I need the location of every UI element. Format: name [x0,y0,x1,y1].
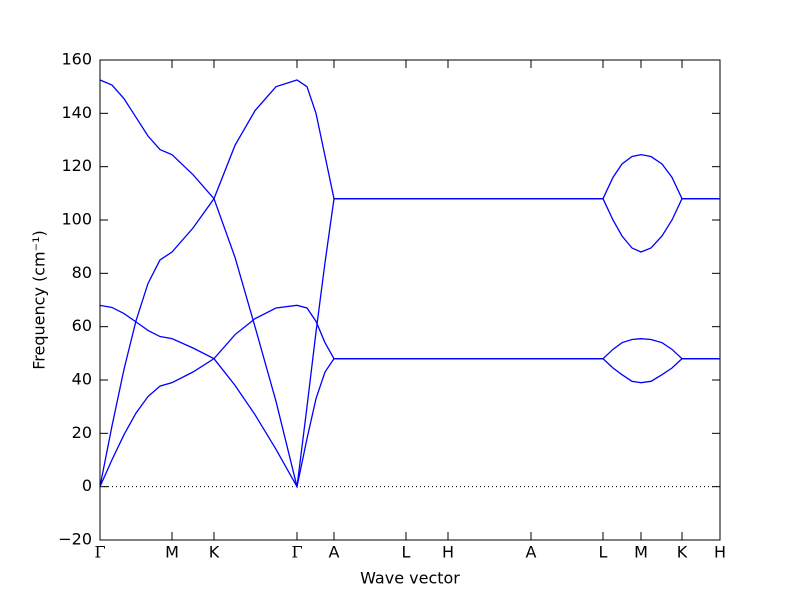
y-tick-label: 160 [61,50,92,69]
y-tick-label: 60 [72,316,92,335]
y-tick-label: 80 [72,263,92,282]
y-tick-label: −20 [58,530,92,549]
x-tick-label: M [634,543,648,562]
x-tick-label: A [329,543,340,562]
band-line [99,304,720,489]
x-axis-label: Wave vector [360,569,460,588]
x-tick-label: A [526,543,537,562]
x-tick-label: H [714,543,726,562]
x-tick-label: M [165,543,179,562]
y-tick-label: 100 [61,210,92,229]
x-tick-label: K [677,543,688,562]
plot-frame [99,59,721,541]
y-axis-label: Frequency (cm⁻¹) [30,230,49,369]
y-tick-label: 140 [61,103,92,122]
x-tick-label: H [442,543,454,562]
band-line [99,304,720,487]
y-tick-label: 0 [82,476,92,495]
y-tick-label: 120 [61,156,92,175]
y-tick-label: 20 [72,423,92,442]
x-tick-label: K [209,543,220,562]
x-tick-label: L [402,543,411,562]
y-tick-label: 40 [72,370,92,389]
band-line [99,79,720,487]
x-tick-label: Γ [291,543,302,562]
band-line [99,79,720,487]
x-tick-label: Γ [94,543,105,562]
x-tick-label: L [599,543,608,562]
